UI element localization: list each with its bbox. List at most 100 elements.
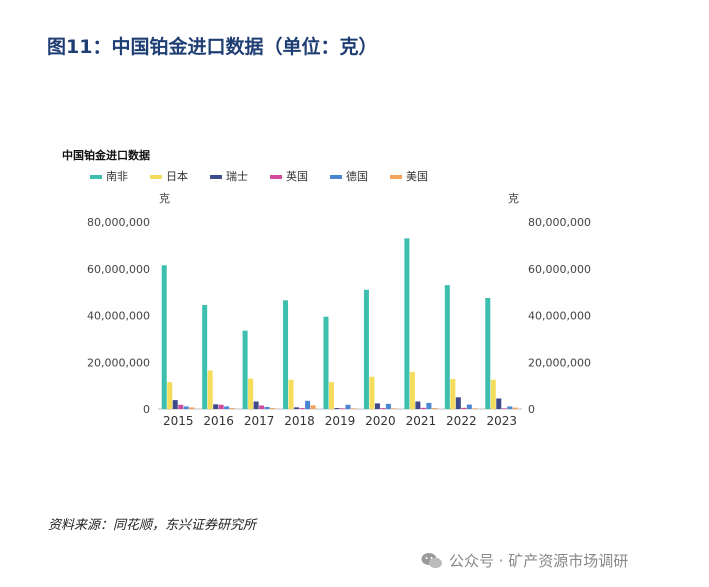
y-axis-right: 0 20,000,000 40,000,000 60,000,000 80,000,00… (528, 216, 591, 416)
x-tick-label: 2018 (284, 414, 315, 428)
bar (374, 403, 380, 409)
x-tick-label: 2022 (446, 414, 477, 428)
y-axis-unit-left: 克 (159, 192, 170, 205)
bar (294, 407, 300, 409)
y-tick-label-left: 40,000,000 (87, 310, 150, 323)
bar (507, 406, 513, 409)
x-axis: 2015 2016 2017 2018 2019 2020 2021 2022 2023 (163, 414, 517, 428)
bar (178, 404, 184, 409)
bar (351, 408, 356, 409)
y-tick-label-right: 0 (528, 403, 535, 416)
x-tick-label: 2016 (203, 414, 234, 428)
wechat-icon (421, 552, 442, 568)
bar (189, 407, 195, 409)
watermark-text: 公众号 · 矿产资源市场调研 (449, 552, 629, 570)
legend-swatch (330, 175, 342, 179)
legend-label: 瑞士 (226, 169, 248, 183)
bar (461, 407, 467, 409)
legend-item: 德国 (330, 169, 368, 183)
y-tick-label-left: 60,000,000 (87, 263, 150, 276)
watermark: 公众号 · 矿产资源市场调研 (421, 550, 628, 571)
legend-label: 德国 (346, 169, 368, 183)
y-tick-label-right: 60,000,000 (528, 263, 591, 276)
legend-label: 日本 (166, 169, 188, 183)
y-tick-label-right: 40,000,000 (528, 310, 591, 323)
bar (161, 265, 167, 409)
bar (183, 406, 189, 409)
y-tick-label-right: 80,000,000 (528, 216, 591, 229)
bar (431, 408, 437, 409)
bar (264, 406, 270, 409)
x-tick-label: 2021 (406, 414, 437, 428)
x-tick-label: 2023 (487, 414, 518, 428)
bar (426, 402, 432, 409)
bar (363, 289, 369, 409)
bar (253, 401, 259, 409)
bar (409, 372, 415, 409)
legend-item: 南非 (90, 170, 128, 183)
source-note: 资料来源：同花顺，东兴证券研究所 (48, 518, 257, 533)
legend-item: 英国 (270, 169, 308, 183)
y-axis-left: 0 20,000,000 40,000,000 60,000,000 80,000,00… (87, 216, 150, 416)
bar (310, 405, 316, 409)
bar (172, 400, 178, 409)
legend-item: 美国 (390, 170, 428, 183)
bar (490, 379, 496, 409)
bar (270, 408, 276, 409)
bar (385, 403, 391, 409)
bar (259, 405, 265, 409)
y-tick-label-left: 0 (143, 403, 150, 416)
y-axis-unit-right: 克 (508, 192, 519, 205)
bar (213, 404, 219, 409)
bar (283, 300, 289, 409)
bar (455, 397, 461, 409)
bar (472, 408, 478, 409)
legend-label: 英国 (286, 169, 308, 183)
x-tick-label: 2015 (163, 414, 194, 428)
bar (288, 379, 294, 409)
bar (501, 408, 507, 409)
bar (345, 404, 351, 409)
legend-swatch (210, 175, 222, 179)
y-tick-label-right: 20,000,000 (528, 356, 591, 369)
bar (369, 376, 375, 409)
bar (323, 316, 329, 409)
bar (299, 408, 305, 409)
bar (167, 382, 173, 409)
legend: 南非 日本 瑞士 英国 德国 美国 (90, 169, 428, 183)
legend-swatch (270, 175, 282, 179)
bar (229, 408, 235, 409)
legend-label: 南非 (106, 170, 128, 183)
bar (207, 370, 213, 409)
x-tick-label: 2019 (325, 414, 356, 428)
legend-swatch (390, 175, 402, 179)
bar (218, 404, 224, 409)
bar (496, 398, 502, 409)
bar (391, 408, 397, 409)
y-tick-label-left: 20,000,000 (87, 356, 150, 369)
legend-item: 瑞士 (210, 169, 248, 183)
bar (512, 407, 518, 409)
legend-swatch (150, 175, 162, 179)
bar (420, 407, 426, 409)
bar (485, 297, 491, 409)
bar (466, 404, 472, 409)
bar (415, 401, 421, 409)
legend-item: 日本 (150, 169, 188, 183)
bar (404, 238, 410, 409)
legend-label: 美国 (406, 170, 428, 183)
figure-title: 图11：中国铂金进口数据（单位：克） (47, 36, 378, 58)
bar (329, 382, 334, 409)
legend-swatch (90, 175, 102, 179)
x-tick-label: 2017 (244, 414, 275, 428)
bar (248, 378, 254, 409)
y-tick-label-left: 80,000,000 (87, 216, 150, 229)
bar (224, 406, 230, 409)
bar (202, 304, 208, 409)
bar (444, 285, 450, 409)
bar (305, 400, 311, 409)
x-tick-label: 2020 (365, 414, 396, 428)
chart-title: 中国铂金进口数据 (62, 148, 150, 162)
bar (242, 330, 248, 409)
